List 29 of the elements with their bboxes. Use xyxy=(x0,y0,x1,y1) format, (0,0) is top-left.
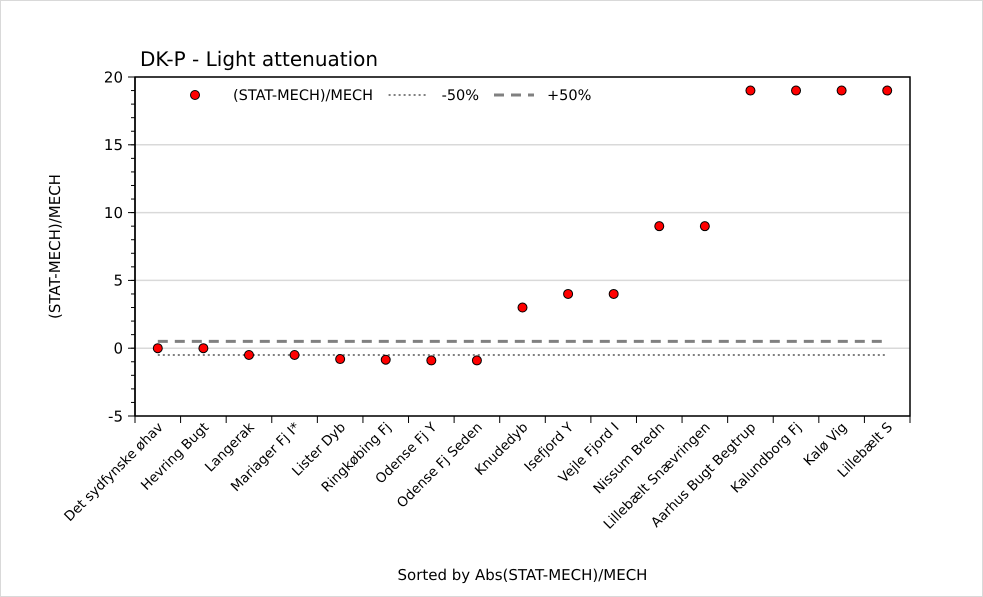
point xyxy=(836,86,847,96)
point xyxy=(791,86,802,96)
x-axis-title: Sorted by Abs(STAT-MECH)/MECH xyxy=(398,566,648,584)
y-tick-label: 5 xyxy=(113,272,123,290)
point xyxy=(654,221,664,232)
legend-label: (STAT-MECH)/MECH xyxy=(233,88,374,104)
point xyxy=(472,355,482,366)
point xyxy=(563,288,574,299)
legend-label: -50% xyxy=(442,88,480,104)
y-tick-label: 0 xyxy=(113,339,123,358)
point xyxy=(882,86,892,96)
y-tick-label: 15 xyxy=(104,136,123,154)
point xyxy=(426,355,436,366)
y-axis-title: (STAT-MECH)/MECH xyxy=(46,174,64,319)
point xyxy=(380,354,391,365)
chart-title: DK-P - Light attenuation xyxy=(140,47,378,71)
point xyxy=(152,343,163,354)
y-tick-label: 20 xyxy=(104,68,123,86)
y-tick-label: 10 xyxy=(104,204,123,222)
point xyxy=(290,350,300,360)
point xyxy=(198,343,208,354)
point xyxy=(518,302,528,313)
legend-label: +50% xyxy=(547,88,592,104)
y-tick-label: -5 xyxy=(108,407,123,426)
point xyxy=(700,221,710,232)
point xyxy=(335,354,346,364)
point xyxy=(244,350,254,360)
point xyxy=(745,86,756,96)
point xyxy=(608,288,619,299)
